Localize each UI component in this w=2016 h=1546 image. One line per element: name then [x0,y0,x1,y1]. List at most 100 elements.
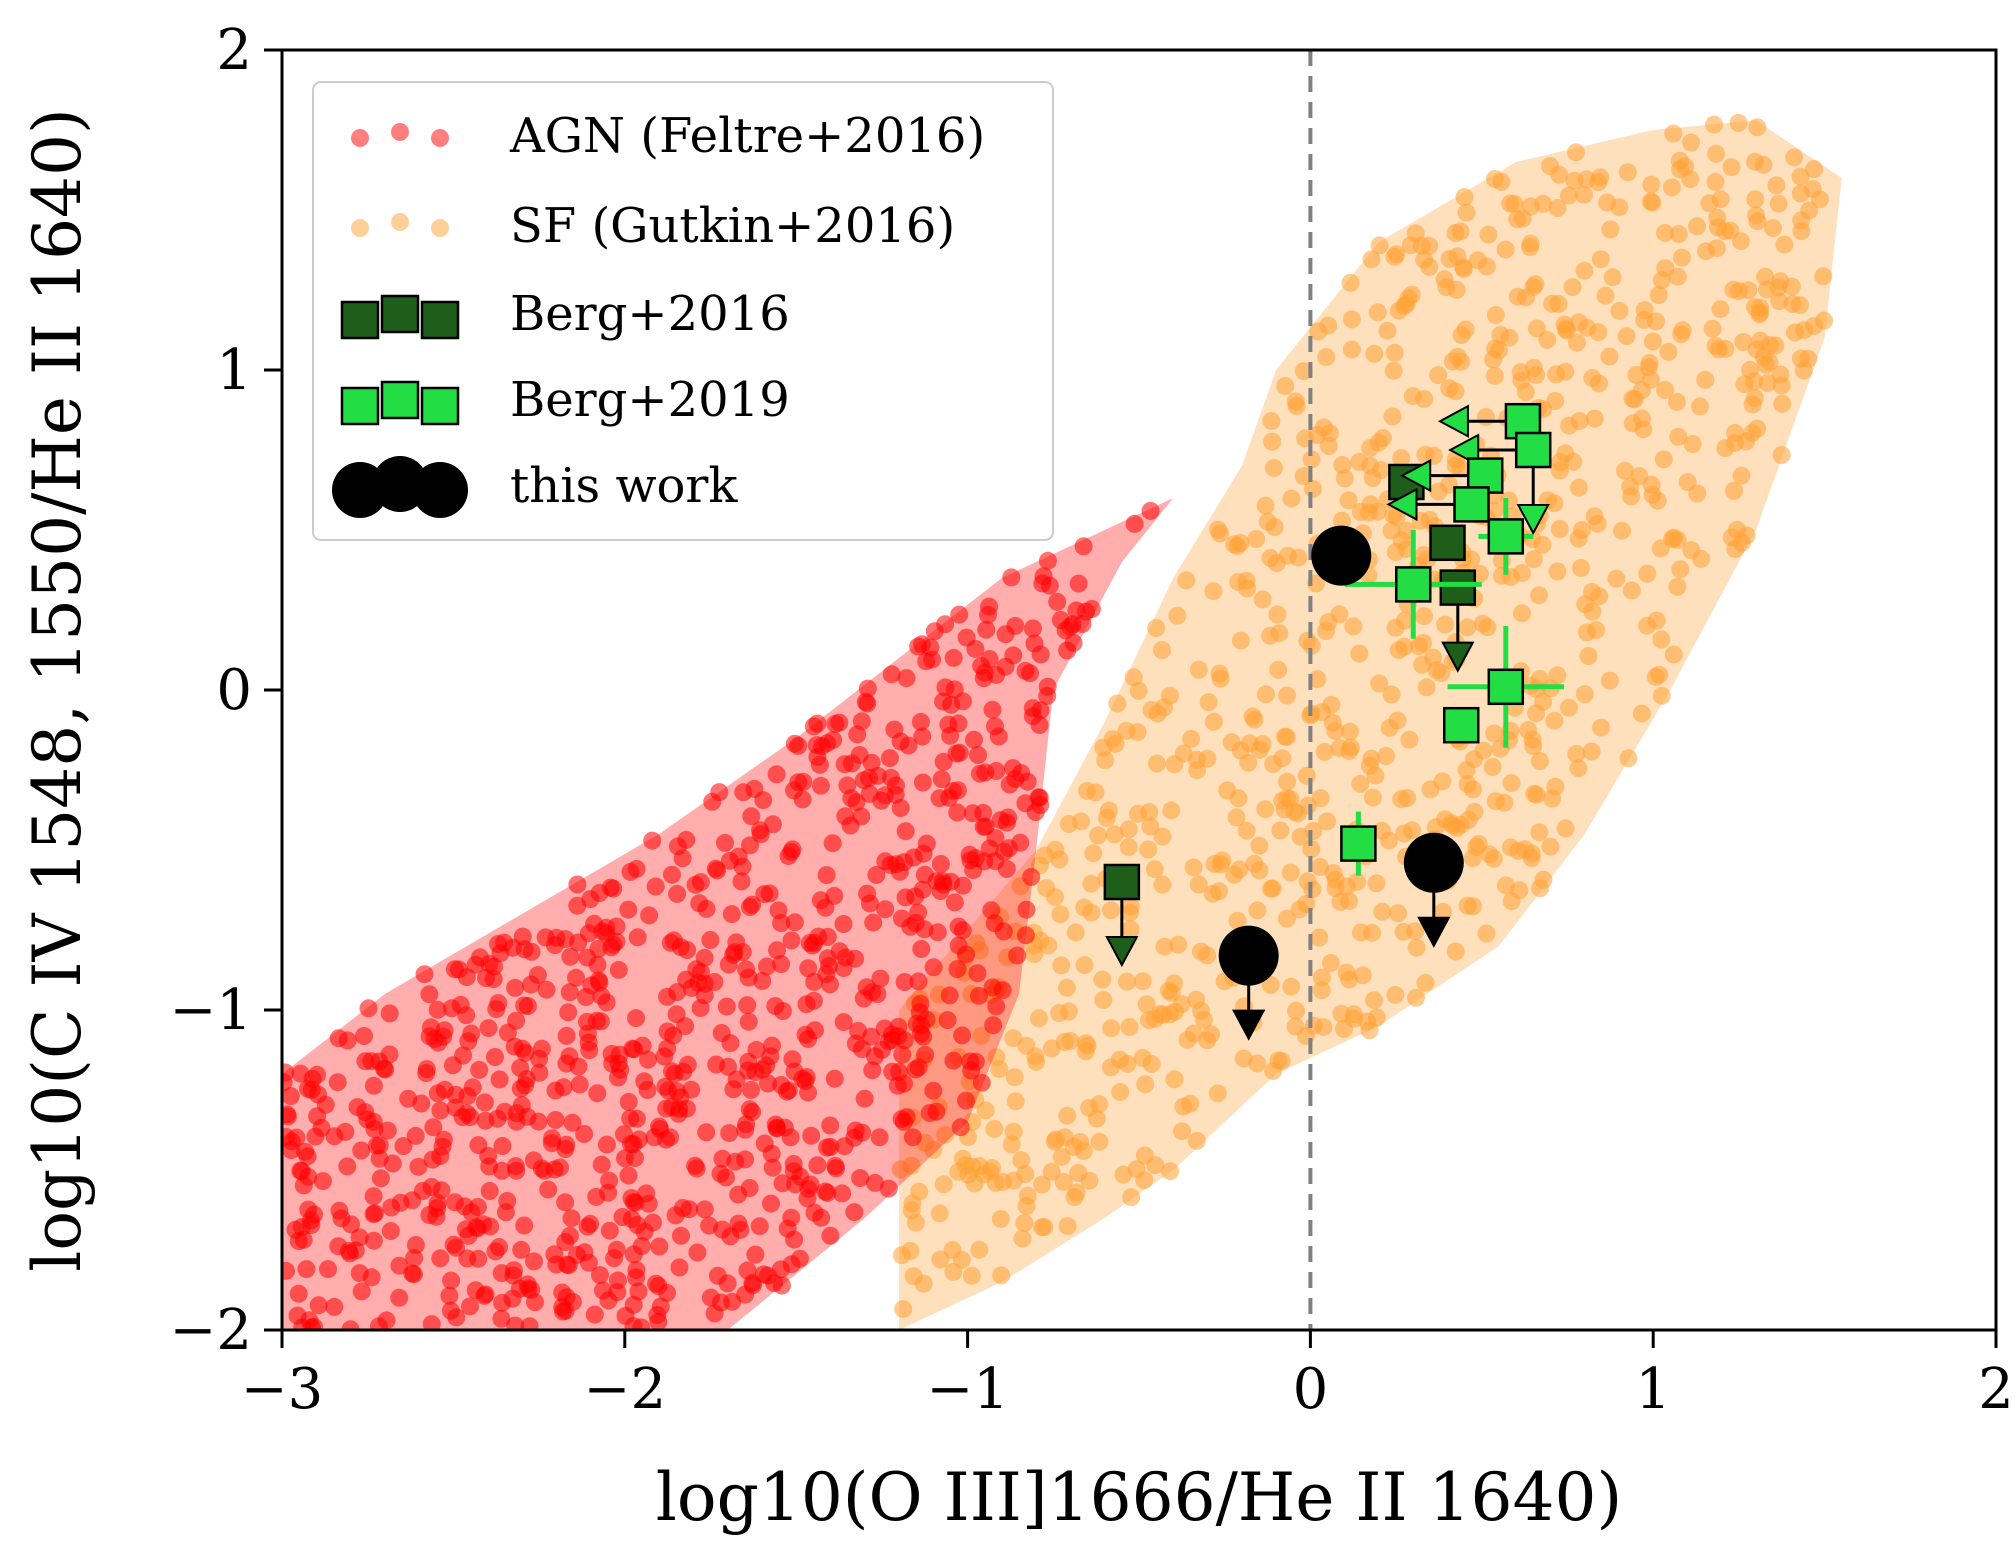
cloud-dot [1189,875,1208,894]
legend-square [420,300,460,340]
cloud-dot [1545,711,1564,730]
cloud-dot [1382,521,1401,540]
cloud-dot [1746,152,1764,171]
cloud-dot [1530,670,1549,688]
cloud-dot [1458,618,1477,637]
cloud-dot [489,935,508,953]
cloud-dot [610,1045,629,1064]
cloud-dot [442,1271,461,1290]
cloud-dot [1066,923,1085,942]
cloud-dot [1436,615,1455,634]
cloud-dot [455,1197,474,1216]
cloud-dot [883,1062,902,1081]
cloud-dot [449,960,468,979]
cloud-dot [1352,923,1370,942]
cloud-dot [739,1012,758,1031]
cloud-dot [1642,475,1661,494]
cloud-dot [622,1135,640,1153]
cloud-dot [1090,1132,1109,1151]
cloud-dot [1486,306,1505,324]
cloud-dot [1739,281,1758,300]
cloud-dot [1598,193,1617,212]
cloud-dot [457,1006,476,1025]
cloud-dot [1485,501,1504,520]
cloud-dot [729,1214,748,1233]
square-marker [1514,431,1552,469]
cloud-dot [528,966,547,985]
cloud-dot [1417,678,1436,697]
cloud-dot [547,928,566,947]
cloud-dot [1747,206,1766,225]
cloud-dot [546,1081,565,1100]
cloud-dot [1649,286,1668,304]
cloud-dot [969,746,987,764]
cloud-dot [1124,668,1143,687]
cloud-dot [507,1161,526,1180]
cloud-dot [994,1172,1012,1191]
cloud-dot [723,1292,742,1311]
cloud-dot [444,1235,463,1254]
cloud-dot [982,901,1001,920]
cloud-dot [1052,1147,1071,1166]
cloud-dot [1372,821,1391,840]
cloud-dot [1153,827,1172,846]
cloud-dot [753,971,772,990]
cloud-dot [371,1169,390,1188]
cloud-dot [911,712,930,731]
cloud-dot [1484,350,1503,369]
cloud-dot [625,1040,644,1059]
cloud-dot [530,1049,549,1068]
cloud-dot [750,1217,769,1236]
cloud-dot [1335,469,1354,488]
cloud-dot [743,1103,762,1121]
cloud-dot [1362,250,1381,269]
cloud-dot [1250,740,1269,759]
cloud-dot [1705,115,1724,134]
cloud-dot [972,1073,991,1092]
cloud-dot [1725,481,1743,500]
cloud-dot [1782,277,1801,296]
cloud-dot [475,1093,494,1112]
cloud-dot [894,1300,913,1319]
cloud-dot [557,1054,576,1073]
cloud-dot [992,1266,1011,1285]
cloud-dot [428,1084,447,1103]
cloud-dot [1038,686,1057,705]
cloud-dot [415,965,434,984]
cloud-dot [1139,840,1158,859]
cloud-dot [582,976,601,995]
cloud-dot [665,1064,684,1083]
cloud-dot [1080,1098,1099,1117]
cloud-dot [625,1149,644,1167]
cloud-dot [663,865,681,884]
cloud-dot [1165,1070,1184,1089]
cloud-dot [1333,511,1351,530]
cloud-dot [1625,390,1644,409]
cloud-dot [282,1087,300,1106]
cloud-dot [783,1050,802,1069]
cloud-dot [1600,347,1619,366]
cloud-dot [1521,234,1540,253]
cloud-dot [825,886,844,905]
cloud-dot [390,1288,409,1307]
cloud-dot [1688,217,1707,236]
cloud-dot [1696,370,1715,389]
cloud-dot [1638,564,1657,583]
cloud-dot [1264,1062,1283,1081]
cloud-dot [1278,772,1296,791]
cloud-dot [1208,1084,1227,1103]
cloud-dot [1659,342,1678,361]
cloud-dot [316,1095,335,1114]
cloud-dot [338,1031,357,1050]
cloud-dot [1600,671,1619,690]
cloud-dot [818,949,837,968]
cloud-dot [1538,330,1557,349]
cloud-dot [1387,245,1406,264]
cloud-dot [1342,340,1361,359]
cloud-dot [924,1081,943,1100]
cloud-dot [826,1157,845,1175]
cloud-dot [1119,820,1138,839]
cloud-dot [563,1113,582,1132]
cloud-dot [1256,800,1275,819]
cloud-dot [773,1174,792,1193]
